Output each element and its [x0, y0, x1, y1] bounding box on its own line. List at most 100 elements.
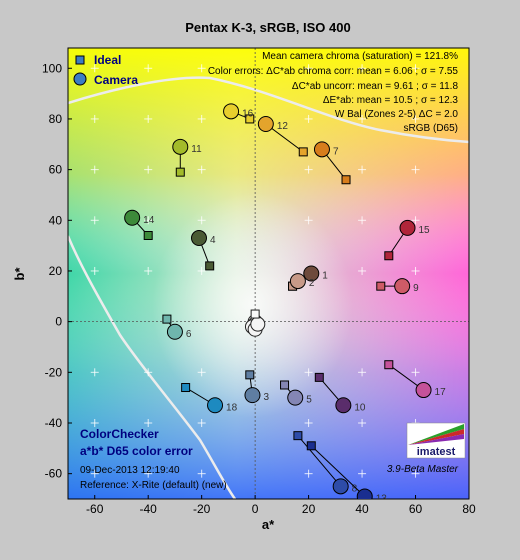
ideal-marker-18 [181, 383, 191, 393]
footer-date: 09-Dec-2013 12:19:40 [80, 465, 180, 476]
camera-marker-14 [124, 209, 141, 226]
patch-label-16: 16 [242, 108, 254, 119]
x-tick-label: 60 [409, 502, 423, 516]
y-tick-label: 100 [42, 61, 62, 75]
x-axis-label: a* [262, 517, 275, 532]
gamut-boundary [68, 76, 469, 499]
patch-label-8: 8 [352, 483, 358, 494]
legend-camera-label: Camera [94, 73, 138, 87]
ideal-marker-15 [384, 251, 394, 261]
version-label: 3.9-Beta Master [387, 464, 459, 475]
camera-marker-8 [332, 478, 349, 495]
stats-line-2: Color errors: ΔC*ab chroma corr: mean = … [208, 66, 459, 77]
x-tick-label: 40 [355, 502, 369, 516]
legend-camera-marker [73, 72, 87, 86]
patch-label-15: 15 [419, 225, 431, 236]
camera-marker-17 [415, 382, 432, 399]
camera-marker-6 [166, 323, 183, 340]
patch-label-11: 11 [191, 144, 202, 155]
y-tick-label: 40 [49, 213, 63, 227]
camera-marker-9 [394, 278, 411, 295]
patch-label-3: 3 [263, 392, 269, 403]
camera-marker-18 [207, 397, 224, 414]
ideal-marker-8 [293, 431, 303, 441]
stats-block: Mean camera chroma (saturation) = 121.8%… [208, 51, 459, 134]
camera-marker-15 [399, 219, 416, 236]
y-tick-label: -40 [45, 416, 63, 430]
error-line-8 [297, 435, 342, 487]
gridlines [90, 64, 420, 478]
camera-marker-3 [244, 387, 261, 404]
ideal-marker-3 [245, 370, 255, 380]
x-tick-label: -40 [140, 502, 158, 516]
patch-label-1: 1 [322, 271, 328, 282]
x-tick-label: 80 [462, 502, 476, 516]
camera-marker-7 [313, 141, 330, 158]
ideal-marker-4 [205, 261, 215, 271]
axis-ticks: -60 -40 -20 0 20 40 60 80 -60 -40 -20 0 20 40 60 80 100 [42, 61, 476, 516]
y-tick-label: 80 [49, 112, 63, 126]
footer-title-2: a*b* D65 color error [80, 444, 193, 458]
y-tick-label: -20 [45, 365, 63, 379]
legend-ideal-marker [75, 55, 85, 65]
patch-label-6: 6 [186, 329, 192, 340]
patch-label-2: 2 [309, 278, 315, 289]
y-tick-label: 20 [49, 264, 63, 278]
patch-label-4: 4 [210, 235, 216, 246]
x-tick-label: -20 [193, 502, 211, 516]
ideal-marker-13 [306, 441, 316, 451]
patch-label-9: 9 [413, 283, 419, 294]
y-tick-label: 60 [49, 163, 63, 177]
ideal-marker-16 [245, 114, 255, 124]
ideal-marker-14 [143, 230, 153, 240]
imatest-logo: imatest [406, 422, 466, 459]
zero-axes [68, 48, 469, 499]
ideal-marker-6 [162, 314, 172, 324]
ideal-marker-11 [175, 167, 185, 177]
stats-line-3: ΔC*ab uncorr: mean = 9.61 ; σ = 11.8 [292, 81, 459, 92]
neutral-ideal-marker [250, 309, 260, 319]
patch-label-18: 18 [226, 402, 238, 413]
stats-line-1: Mean camera chroma (saturation) = 121.8% [262, 51, 458, 62]
y-axis-label: b* [12, 267, 27, 281]
camera-marker-2 [289, 273, 306, 290]
ideal-marker-9 [376, 281, 386, 291]
footer-block: ColorChecker a*b* D65 color error 09-Dec… [80, 427, 227, 491]
patch-label-5: 5 [306, 395, 312, 406]
footer-reference: Reference: X-Rite (default) (new) [80, 480, 227, 491]
plot-frame [67, 47, 470, 500]
stats-line-6: sRGB (D65) [404, 123, 458, 134]
ideal-marker-5 [280, 380, 290, 390]
ideal-marker-17 [384, 360, 394, 370]
camera-marker-4 [190, 230, 207, 247]
legend-ideal-label: Ideal [94, 53, 121, 67]
footer-title-1: ColorChecker [80, 427, 159, 441]
logo-text: imatest [417, 446, 456, 458]
error-line-13 [310, 445, 366, 497]
chart-title: Pentax K-3, sRGB, ISO 400 [185, 20, 350, 35]
patch-label-17: 17 [435, 387, 447, 398]
patch-label-10: 10 [354, 402, 366, 413]
camera-marker-12 [257, 116, 274, 133]
x-tick-label: 0 [252, 502, 259, 516]
camera-marker-5 [287, 389, 304, 406]
patch-label-12: 12 [277, 121, 289, 132]
legend: Ideal Camera [73, 53, 138, 87]
patch-label-13: 13 [376, 493, 388, 504]
x-tick-label: -60 [86, 502, 104, 516]
camera-marker-16 [223, 103, 240, 120]
camera-marker-11 [172, 138, 189, 155]
y-tick-label: -60 [45, 467, 63, 481]
stats-line-5: W Bal (Zones 2-5) ΔC = 2.0 [335, 109, 459, 120]
ideal-marker-12 [298, 147, 308, 157]
stats-line-4: ΔE*ab: mean = 10.5 ; σ = 12.3 [323, 95, 459, 106]
neutral-point [250, 316, 266, 332]
camera-marker-10 [335, 397, 352, 414]
camera-marker-13 [356, 488, 373, 499]
camera-marker-1 [303, 265, 320, 282]
patch-label-7: 7 [333, 146, 339, 157]
ideal-marker-10 [314, 372, 324, 382]
patch-label-14: 14 [143, 215, 155, 226]
